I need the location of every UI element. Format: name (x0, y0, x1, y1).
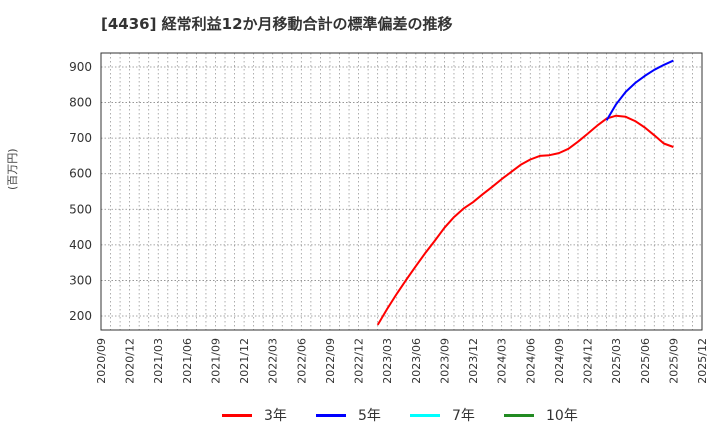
x-tick-label: 2021/09 (209, 338, 222, 384)
x-tick-label: 2021/03 (152, 338, 165, 384)
y-tick-label: 300 (69, 273, 92, 287)
y-axis-ticks: 200 300 400 500 600 700 800 900 (69, 60, 92, 323)
x-tick-label: 2022/12 (353, 338, 366, 384)
x-tick-label: 2024/12 (582, 338, 595, 384)
data-lines (376, 59, 674, 326)
legend-swatch-5y (316, 413, 346, 417)
legend-item-7y: 7年 (410, 402, 475, 428)
x-axis-ticks: 2020/09 2020/12 2021/03 2021/06 2021/09 2021/… (95, 338, 709, 384)
x-tick-label: 2021/12 (238, 338, 251, 384)
x-tick-label: 2025/09 (667, 338, 680, 384)
legend: 3年 5年 7年 10年 (0, 402, 720, 428)
chart-title: [4436] 経常利益12か月移動合計の標準偏差の推移 (101, 15, 453, 33)
x-tick-label: 2023/09 (438, 338, 451, 384)
x-tick-label: 2024/03 (496, 338, 509, 384)
x-tick-label: 2023/03 (381, 338, 394, 384)
y-tick-label: 900 (69, 60, 92, 74)
y-tick-label: 500 (69, 202, 92, 216)
x-tick-label: 2023/06 (410, 338, 423, 384)
grid-lines (101, 53, 702, 330)
x-tick-label: 2024/09 (553, 338, 566, 384)
x-tick-label: 2025/12 (696, 338, 709, 384)
x-tick-label: 2020/09 (95, 338, 108, 384)
legend-swatch-3y (222, 413, 252, 417)
legend-item-5y: 5年 (316, 402, 381, 428)
x-tick-label: 2022/06 (295, 338, 308, 384)
x-tick-label: 2025/03 (610, 338, 623, 384)
y-tick-label: 400 (69, 238, 92, 252)
series-line-5年 (605, 59, 674, 121)
series-line-3年 (376, 114, 674, 326)
x-tick-label: 2024/06 (524, 338, 537, 384)
legend-swatch-10y (504, 413, 534, 417)
x-tick-label: 2021/06 (181, 338, 194, 384)
x-tick-label: 2022/09 (324, 338, 337, 384)
legend-item-10y: 10年 (504, 402, 578, 428)
legend-item-3y: 3年 (222, 402, 287, 428)
y-tick-label: 200 (69, 309, 92, 323)
y-tick-label: 800 (69, 96, 92, 110)
legend-swatch-7y (410, 413, 440, 417)
x-tick-label: 2020/12 (124, 338, 137, 384)
x-tick-label: 2023/12 (467, 338, 480, 384)
y-tick-label: 600 (69, 167, 92, 181)
plot-frame (100, 52, 703, 331)
x-tick-label: 2025/06 (639, 338, 652, 384)
x-tick-label: 2022/03 (267, 338, 280, 384)
y-tick-label: 700 (69, 131, 92, 145)
